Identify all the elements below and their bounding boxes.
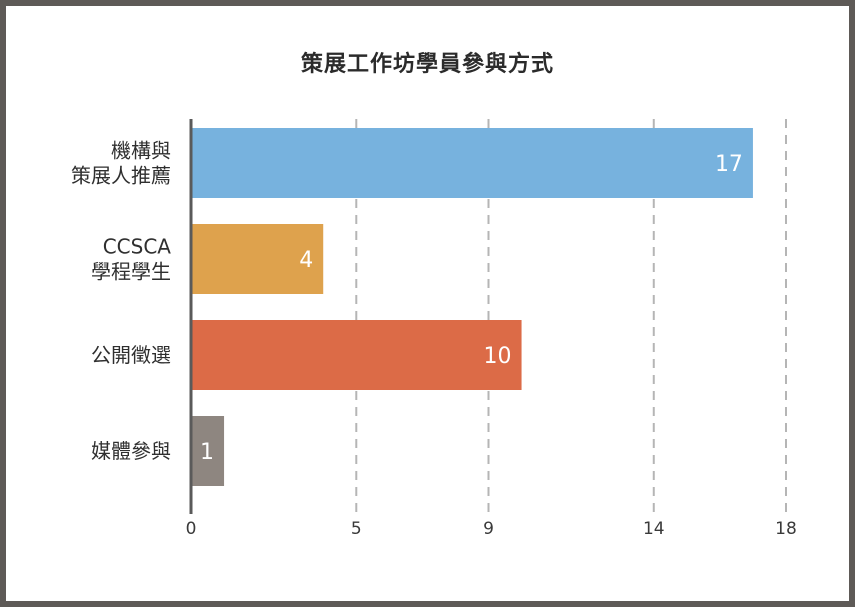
data-label-1: 4 [299,248,313,273]
bar-chart: 0 5 9 14 18 17 機構與策展人推薦 4 CCSCA 學程學生 10 公開徵選 1 媒體參與 [71,119,797,539]
x-tick-label-14: 14 [643,519,665,539]
category-label-2: 公開徵選 [91,343,171,367]
category-label-3: 媒體參與 [91,439,171,463]
x-tick-label-9: 9 [483,519,494,539]
bar-0 [191,128,753,198]
data-label-2: 10 [484,344,512,369]
chart-title: 策展工作坊學員參與方式 [300,51,554,77]
x-tick-label-18: 18 [775,519,797,539]
bar-2 [191,320,522,390]
bar-3 [191,416,225,486]
x-tick-label-5: 5 [351,519,362,539]
data-label-0: 17 [715,152,743,177]
category-label-1: CCSCA 學程學生 [91,235,171,284]
chart-frame: 策展工作坊學員參與方式 0 5 9 14 18 17 機構與策展人推薦 4 CCSCA 學程學生 1… [6,6,849,601]
category-label-0: 機構與策展人推薦 [71,139,171,188]
bar-1 [191,224,324,294]
data-label-3: 1 [200,440,214,465]
x-tick-label-0: 0 [186,519,197,539]
